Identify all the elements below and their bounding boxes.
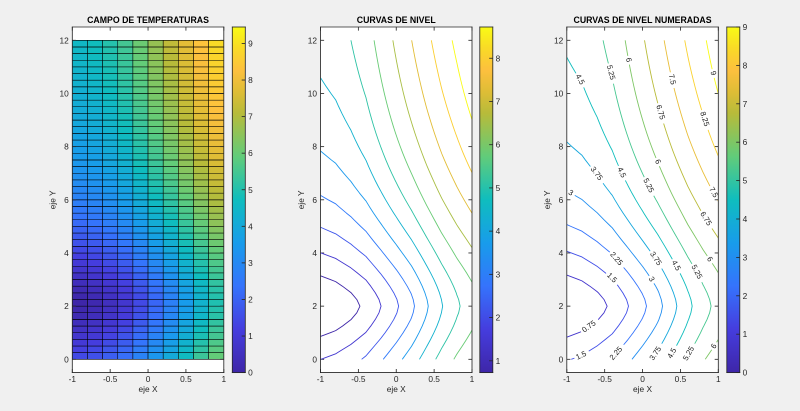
svg-text:1: 1 [496,356,501,366]
svg-text:0: 0 [743,368,748,378]
svg-text:0: 0 [312,354,317,364]
svg-text:7: 7 [248,112,253,122]
svg-text:2: 2 [312,301,317,311]
svg-text:6.75: 6.75 [654,104,667,121]
svg-text:6: 6 [64,195,69,205]
svg-text:6: 6 [248,148,253,158]
svg-text:eje X: eje X [139,384,158,394]
svg-text:5: 5 [743,176,748,186]
svg-text:9: 9 [248,38,253,48]
svg-text:eje X: eje X [387,384,406,394]
svg-text:8: 8 [559,142,564,152]
svg-text:0: 0 [394,374,399,384]
svg-text:1: 1 [470,374,475,384]
svg-text:6: 6 [653,158,663,165]
svg-text:7: 7 [496,96,501,106]
svg-text:0.5: 0.5 [428,374,440,384]
svg-text:6: 6 [559,195,564,205]
svg-text:2: 2 [64,301,69,311]
svg-text:4: 4 [559,248,564,258]
svg-text:8.25: 8.25 [698,110,711,127]
svg-text:2: 2 [496,313,501,323]
svg-text:2: 2 [743,291,748,301]
svg-text:-1: -1 [563,374,571,384]
svg-text:eje X: eje X [633,384,652,394]
svg-text:1.5: 1.5 [574,349,587,362]
svg-text:3: 3 [248,258,253,268]
svg-text:4.5: 4.5 [670,259,683,273]
svg-text:6: 6 [312,195,317,205]
svg-text:4: 4 [312,248,317,258]
svg-text:-0.5: -0.5 [597,374,612,384]
svg-text:1: 1 [221,374,226,384]
svg-text:eje Y: eje Y [48,190,58,209]
svg-text:9: 9 [743,22,748,32]
svg-text:8: 8 [496,53,501,63]
svg-text:0: 0 [64,354,69,364]
svg-text:-1: -1 [317,374,325,384]
svg-text:eje Y: eje Y [542,190,552,209]
svg-text:6: 6 [743,137,748,147]
svg-text:CAMPO DE TEMPERATURAS: CAMPO DE TEMPERATURAS [87,15,209,25]
svg-text:12: 12 [60,35,70,45]
svg-text:4: 4 [64,248,69,258]
svg-text:eje Y: eje Y [296,190,306,209]
svg-text:1: 1 [716,374,721,384]
svg-text:6: 6 [624,57,634,63]
svg-text:4: 4 [496,226,501,236]
svg-text:4.5: 4.5 [616,166,629,179]
svg-text:10: 10 [554,88,564,98]
svg-text:6: 6 [496,140,501,150]
svg-text:CURVAS DE NIVEL: CURVAS DE NIVEL [357,15,437,25]
svg-text:10: 10 [308,88,318,98]
svg-text:4: 4 [743,214,748,224]
svg-text:-0.5: -0.5 [351,374,366,384]
svg-text:6: 6 [709,342,719,350]
svg-text:3: 3 [743,252,748,262]
svg-text:9: 9 [709,70,719,76]
svg-text:2: 2 [248,294,253,304]
svg-text:0: 0 [559,354,564,364]
svg-text:8: 8 [743,60,748,70]
svg-text:1: 1 [248,331,253,341]
svg-text:8: 8 [248,75,253,85]
svg-text:3: 3 [567,188,575,198]
svg-text:2: 2 [559,301,564,311]
svg-text:5.25: 5.25 [605,64,617,81]
svg-text:6: 6 [705,255,715,264]
svg-text:4: 4 [248,221,253,231]
svg-text:-0.5: -0.5 [103,374,118,384]
svg-text:7.5: 7.5 [707,185,720,199]
svg-text:8: 8 [64,142,69,152]
svg-text:12: 12 [308,35,318,45]
svg-text:0.5: 0.5 [180,374,192,384]
svg-text:CURVAS DE NIVEL NUMERADAS: CURVAS DE NIVEL NUMERADAS [574,15,712,25]
svg-text:10: 10 [60,88,70,98]
svg-text:12: 12 [554,35,564,45]
svg-text:0.5: 0.5 [675,374,687,384]
svg-text:5: 5 [248,185,253,195]
svg-text:8: 8 [312,142,317,152]
svg-text:7: 7 [743,99,748,109]
svg-text:0: 0 [248,368,253,378]
svg-text:0: 0 [146,374,151,384]
svg-text:0: 0 [640,374,645,384]
svg-text:1: 1 [743,329,748,339]
svg-text:5: 5 [496,183,501,193]
svg-text:-1: -1 [69,374,77,384]
svg-text:3: 3 [647,275,657,283]
svg-text:3: 3 [496,269,501,279]
svg-text:7.5: 7.5 [667,73,678,85]
